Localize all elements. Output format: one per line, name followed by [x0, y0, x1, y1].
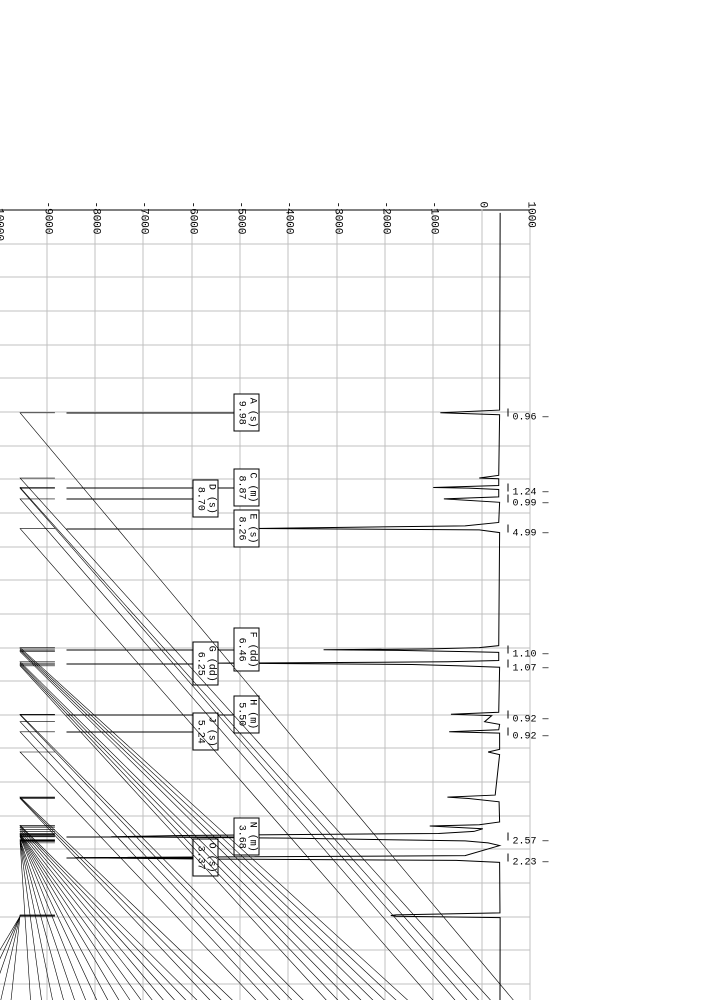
integral-label: 0.99 —: [513, 499, 549, 510]
integral-bracket: [508, 483, 509, 491]
peak-box-connector: [67, 413, 235, 414]
peak-box-connector: [67, 732, 194, 733]
peak-assignment-box: C (m) 8.87: [233, 468, 259, 506]
integral-bracket: [508, 854, 509, 862]
integral-label: 0.96 —: [513, 413, 549, 424]
plot-area: 12.512.011.511.010.510.09.59.08.58.07.57…: [0, 150, 561, 1000]
integral-bracket: [508, 495, 509, 503]
integral-bracket: [508, 525, 509, 533]
integral-label: 1.10 —: [513, 650, 549, 661]
peak-assignment-box: E (s) 8.26: [233, 510, 259, 548]
peak-assignment-box: G (dd) 6.25: [193, 642, 219, 686]
peak-box-connector: [67, 837, 235, 838]
peak-box-connector: [67, 858, 194, 859]
integral-bracket: [508, 728, 509, 736]
integral-label: 1.24 —: [513, 487, 549, 498]
peak-assignment-box: J (s) 5.24: [193, 713, 219, 751]
spectrum-trace: [0, 210, 531, 1000]
integral-label: 0.92 —: [513, 732, 549, 743]
integral-label: 2.23 —: [513, 858, 549, 869]
peak-assignment-box: D (s) 8.70: [193, 480, 219, 518]
peak-assignment-box: H (m) 5.50: [233, 695, 259, 733]
peak-assignment-box: N (m) 3.68: [233, 818, 259, 856]
peak-box-connector: [67, 529, 235, 530]
peak-assignment-box: F (dd) 6.46: [233, 628, 259, 672]
rotated-canvas: 12.512.011.511.010.510.09.59.08.58.07.57…: [0, 295, 706, 1000]
integral-bracket: [508, 409, 509, 417]
integral-label: 1.07 —: [513, 664, 549, 675]
integral-label: 2.57 —: [513, 837, 549, 848]
integral-bracket: [508, 646, 509, 654]
peak-box-connector: [67, 664, 194, 665]
integral-bracket: [508, 833, 509, 841]
peak-assignment-box: A (s) 9.98: [233, 394, 259, 432]
peak-assignment-box: O (s) 3.37: [193, 839, 219, 877]
peak-box-connector: [67, 499, 194, 500]
integral-label: 0.92 —: [513, 714, 549, 725]
integral-bracket: [508, 710, 509, 718]
integral-bracket: [508, 660, 509, 668]
integral-label: 4.99 —: [513, 529, 549, 540]
